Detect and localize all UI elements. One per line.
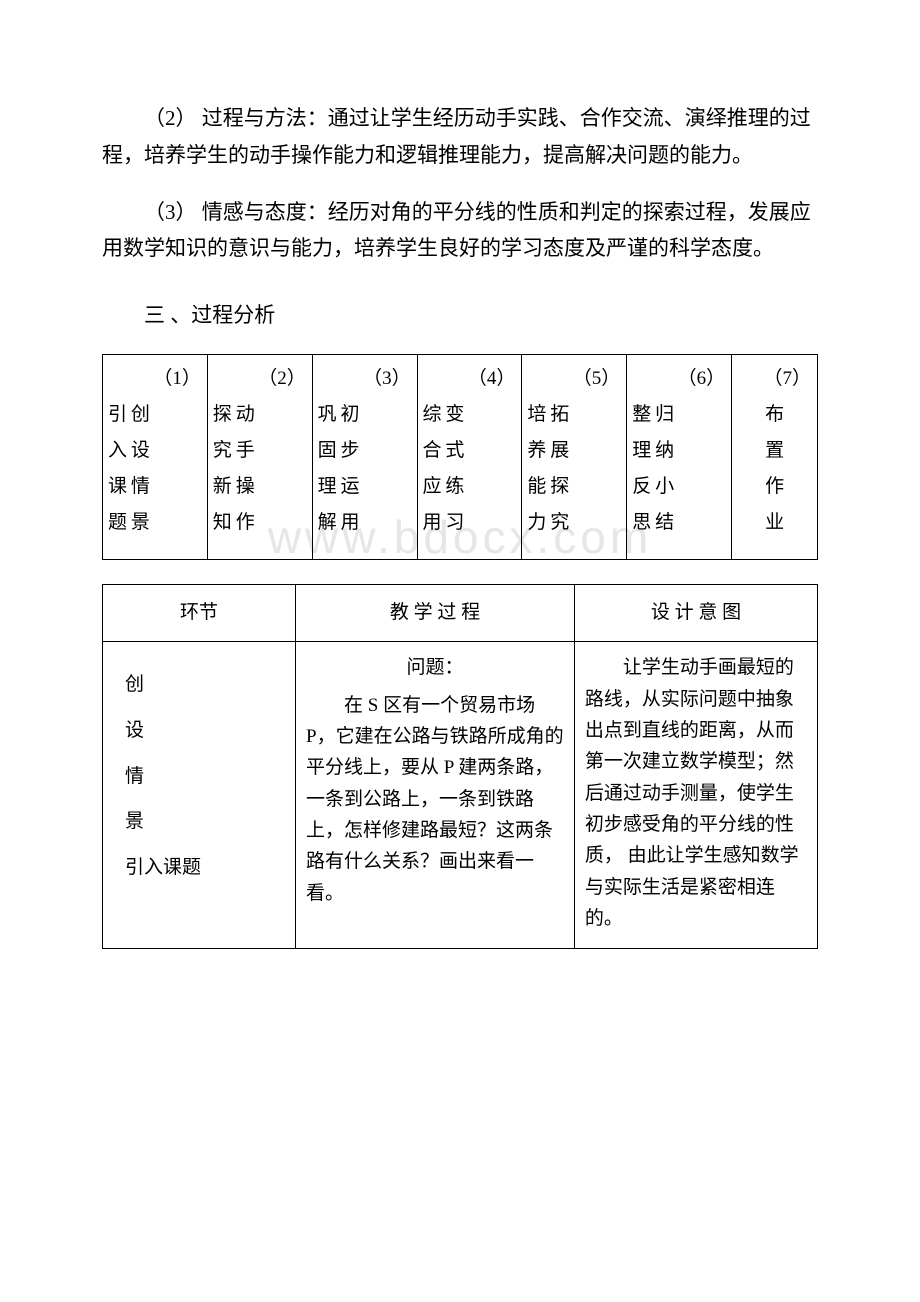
intent-cell: 让学生动手画最短的路线，从实际问题中抽象出点到直线的距离，从而第一次建立数学模型… xyxy=(574,642,817,949)
process-cell-1: （1） 引入课题 创设情景 xyxy=(103,354,208,559)
stage-line: 设 xyxy=(125,708,287,754)
process-question-label: 问题： xyxy=(306,652,564,683)
stage-cell: 创 设 情 景 引入课题 xyxy=(103,642,296,949)
table-row: 创 设 情 景 引入课题 问题： 在 S 区有一个贸易市场 P，它建在公路与铁路… xyxy=(103,642,818,949)
intent-body: 让学生动手画最短的路线，从实际问题中抽象出点到直线的距离，从而第一次建立数学模型… xyxy=(585,652,807,934)
cell-number: （3） xyxy=(317,361,413,397)
cell-text: 布置作业 xyxy=(765,397,784,541)
cell-number: （1） xyxy=(107,361,203,397)
process-cell: 问题： 在 S 区有一个贸易市场 P，它建在公路与铁路所成角的平分线上，要从 P… xyxy=(296,642,575,949)
stage-line: 情 xyxy=(125,754,287,800)
cell-left-text: 整理反思 xyxy=(631,397,652,541)
process-cell-5: （5） 培养能力 拓展探究 xyxy=(522,354,627,559)
cell-right-text: 创设情景 xyxy=(130,397,151,541)
process-cell-3: （3） 巩固理解 初步运用 xyxy=(312,354,417,559)
process-cell-2: （2） 探究新知 动手操作 xyxy=(207,354,312,559)
process-cell-6: （6） 整理反思 归纳小结 xyxy=(627,354,732,559)
process-cell-7: （7） 布置作业 xyxy=(732,354,818,559)
cell-right-text: 动手操作 xyxy=(235,397,256,541)
paragraph-methods: （2） 过程与方法：通过让学生经历动手实践、合作交流、演绎推理的过程，培养学生的… xyxy=(102,100,818,174)
table-row: （1） 引入课题 创设情景 （2） 探究新知 动手操作 （3） xyxy=(103,354,818,559)
stage-line: 景 xyxy=(125,799,287,845)
cell-right-text: 初步运用 xyxy=(340,397,361,541)
section-title-process: 三 、过程分析 xyxy=(102,297,818,334)
stage-line: 创 xyxy=(125,662,287,708)
process-cell-4: （4） 综合应用 变式练习 xyxy=(417,354,522,559)
process-question-body: 在 S 区有一个贸易市场 P，它建在公路与铁路所成角的平分线上，要从 P 建两条… xyxy=(306,690,564,909)
col-header-intent: 设 计 意 图 xyxy=(574,585,817,642)
cell-number: （4） xyxy=(422,361,518,397)
page: www.bdocx.com （2） 过程与方法：通过让学生经历动手实践、合作交流… xyxy=(0,0,920,1033)
table-header-row: 环节 教 学 过 程 设 计 意 图 xyxy=(103,585,818,642)
paragraph-attitude: （3） 情感与态度：经历对角的平分线的性质和判定的探索过程，发展应用数学知识的意… xyxy=(102,194,818,268)
col-header-stage: 环节 xyxy=(103,585,296,642)
cell-number: （5） xyxy=(526,361,622,397)
cell-left-text: 巩固理解 xyxy=(317,397,338,541)
cell-left-text: 综合应用 xyxy=(422,397,443,541)
cell-number: （2） xyxy=(212,361,308,397)
cell-right-text: 变式练习 xyxy=(444,397,465,541)
process-detail-table: 环节 教 学 过 程 设 计 意 图 创 设 情 景 引入课题 问题： 在 S … xyxy=(102,584,818,949)
process-overview-table: （1） 引入课题 创设情景 （2） 探究新知 动手操作 （3） xyxy=(102,354,818,560)
page-content: （2） 过程与方法：通过让学生经历动手实践、合作交流、演绎推理的过程，培养学生的… xyxy=(102,100,818,949)
cell-right-text: 拓展探究 xyxy=(549,397,570,541)
cell-left-text: 探究新知 xyxy=(212,397,233,541)
cell-number: （7） xyxy=(736,361,813,397)
col-header-process: 教 学 过 程 xyxy=(296,585,575,642)
cell-left-text: 引入课题 xyxy=(107,397,128,541)
cell-number: （6） xyxy=(631,361,727,397)
stage-line: 引入课题 xyxy=(125,845,287,891)
cell-right-text: 归纳小结 xyxy=(654,397,675,541)
cell-left-text: 培养能力 xyxy=(526,397,547,541)
